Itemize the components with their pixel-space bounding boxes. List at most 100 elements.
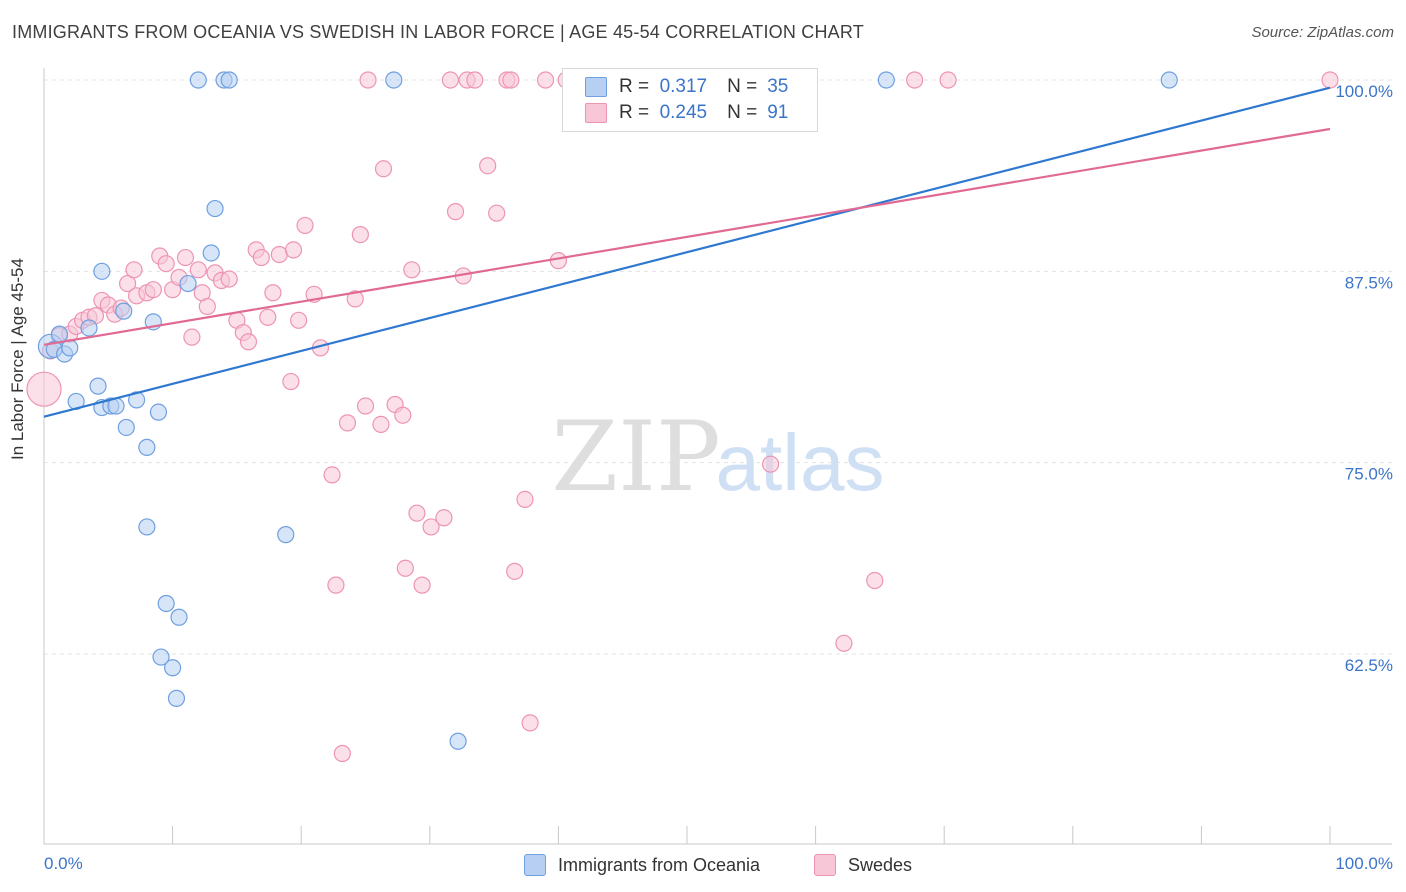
swedes-point	[176, 248, 195, 267]
swedes-point	[396, 559, 414, 577]
swedes-point	[939, 71, 957, 89]
swedes-point	[239, 333, 258, 351]
legend-r-label: R =	[619, 76, 650, 97]
swedes-point	[835, 634, 853, 652]
swedes-point	[144, 281, 162, 299]
x-tick-label: 100.0%	[1335, 854, 1393, 873]
oceania-point	[449, 732, 467, 750]
oceania-point	[877, 71, 895, 89]
swedes-point	[118, 274, 137, 293]
swedes-point	[761, 455, 780, 473]
swedes-point	[422, 518, 440, 536]
swedes-point	[183, 328, 201, 346]
swedes-trend-line	[43, 127, 1331, 346]
legend-n-value: 35	[767, 76, 789, 97]
swedes-point	[26, 371, 62, 407]
swedes-point	[906, 71, 924, 89]
oceania-point	[220, 71, 238, 89]
bottom-legend-label-swedes: Swedes	[848, 854, 913, 875]
swedes-point	[516, 490, 534, 509]
bottom-legend-label-oceania: Immigrants from Oceania	[558, 854, 761, 875]
swedes-point	[284, 241, 303, 259]
watermark-zip: ZIP	[551, 401, 720, 513]
oceania-point	[277, 526, 295, 544]
oceania-point	[206, 199, 224, 218]
swedes-point	[282, 372, 300, 391]
bottom-legend-oceania: Immigrants from Oceania	[524, 852, 760, 878]
oceania-point	[1160, 71, 1178, 89]
swedes-point	[333, 744, 351, 763]
oceania-point	[117, 418, 135, 437]
swedes-point	[346, 290, 364, 308]
watermark-atlas: atlas	[716, 418, 885, 507]
swedes-point	[866, 571, 884, 590]
legend-row-swedes: R = 0.245 N = 91	[585, 101, 789, 125]
tick-labels: 62.5% 75.0% 87.5% 100.0% 0.0% 100.0%	[44, 82, 1393, 873]
legend-swatch-oceania	[585, 77, 607, 97]
source-label: Source: ZipAtlas.com	[1251, 24, 1394, 41]
swedes-point	[323, 466, 341, 484]
legend-n-label: N =	[727, 102, 758, 123]
swedes-point	[488, 204, 506, 222]
bottom-legend-swatch-swedes	[814, 854, 836, 876]
swedes-point	[264, 284, 282, 302]
swedes-point	[549, 252, 568, 270]
swedes-point	[536, 71, 555, 89]
bottom-legend-swatch-oceania	[524, 854, 546, 876]
x-tick-label: 0.0%	[44, 854, 83, 873]
swedes-point	[394, 406, 412, 424]
swedes-point	[296, 216, 314, 235]
swedes-point	[521, 714, 539, 732]
grid-layer	[44, 79, 1392, 655]
oceania-point	[167, 689, 186, 707]
oceania-point	[80, 319, 98, 337]
legend-n-label: N =	[727, 76, 758, 97]
oceania-point	[179, 274, 197, 293]
swedes-point	[125, 261, 143, 279]
y-tick-label: 100.0%	[1335, 82, 1393, 101]
oceania-point	[202, 244, 220, 262]
swedes-point	[466, 71, 484, 89]
oceania-point	[50, 325, 69, 343]
oceania-point	[157, 594, 175, 613]
oceania-point	[138, 438, 156, 456]
bottom-legend-swedes: Swedes	[814, 852, 912, 878]
swedes-point	[356, 397, 375, 415]
legend-n-value: 91	[767, 102, 789, 123]
trend-layer	[43, 86, 1331, 418]
swedes-point	[372, 415, 390, 433]
swedes-point	[198, 297, 216, 316]
legend-row-oceania: R = 0.317 N = 35	[585, 75, 789, 99]
axis-layer	[43, 68, 1392, 845]
oceania-trend-line	[43, 86, 1331, 418]
legend-r-value: 0.317	[659, 76, 708, 97]
swedes-point	[259, 308, 277, 326]
legend-swatch-swedes	[585, 103, 607, 123]
oceania-point	[152, 648, 170, 666]
swedes-point	[403, 261, 421, 279]
swedes-point	[413, 576, 431, 594]
swedes-point	[446, 203, 465, 221]
swedes-point	[351, 225, 369, 244]
y-tick-label: 87.5%	[1345, 273, 1393, 292]
swedes-point	[502, 71, 520, 89]
swedes-point	[290, 311, 308, 329]
swedes-point	[327, 576, 345, 594]
swedes-point	[435, 509, 453, 527]
oceania-point	[164, 659, 182, 677]
oceania-point	[127, 391, 146, 409]
swedes-point	[408, 504, 426, 522]
swedes-point	[374, 160, 393, 178]
chart-title: IMMIGRANTS FROM OCEANIA VS SWEDISH IN LA…	[12, 22, 864, 42]
swedes-point	[441, 71, 459, 89]
swedes-point	[479, 157, 497, 175]
y-tick-label: 75.0%	[1345, 465, 1393, 484]
oceania-point	[138, 518, 156, 536]
watermark: ZIP atlas	[551, 401, 884, 513]
oceania-point	[115, 302, 133, 320]
oceania-point	[89, 377, 107, 395]
oceania-point	[149, 403, 168, 421]
swedes-point	[157, 255, 175, 273]
oceania-point	[189, 71, 207, 89]
